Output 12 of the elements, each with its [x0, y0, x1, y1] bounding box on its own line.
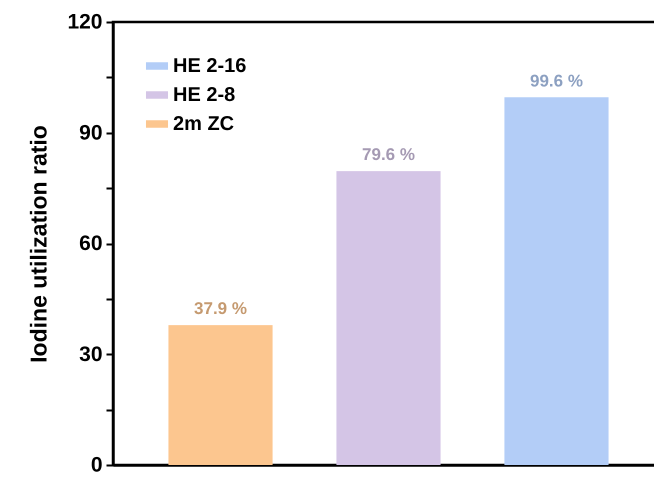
legend-label: HE 2-16 — [173, 55, 246, 77]
y-tick-label: 90 — [79, 121, 102, 144]
legend-label: 2m ZC — [173, 113, 234, 135]
data-label: 79.6 % — [362, 145, 415, 164]
data-label: 99.6 % — [530, 71, 583, 90]
y-tick-label: 30 — [79, 342, 102, 366]
data-label: 37.9 % — [194, 299, 247, 318]
y-axis-title: Iodine utilization ratio — [25, 125, 52, 363]
y-tick-label: 120 — [67, 10, 102, 34]
y-tick-label: 60 — [79, 232, 102, 255]
y-tick-label: 0 — [90, 454, 102, 476]
legend-label: HE 2-8 — [173, 84, 236, 106]
